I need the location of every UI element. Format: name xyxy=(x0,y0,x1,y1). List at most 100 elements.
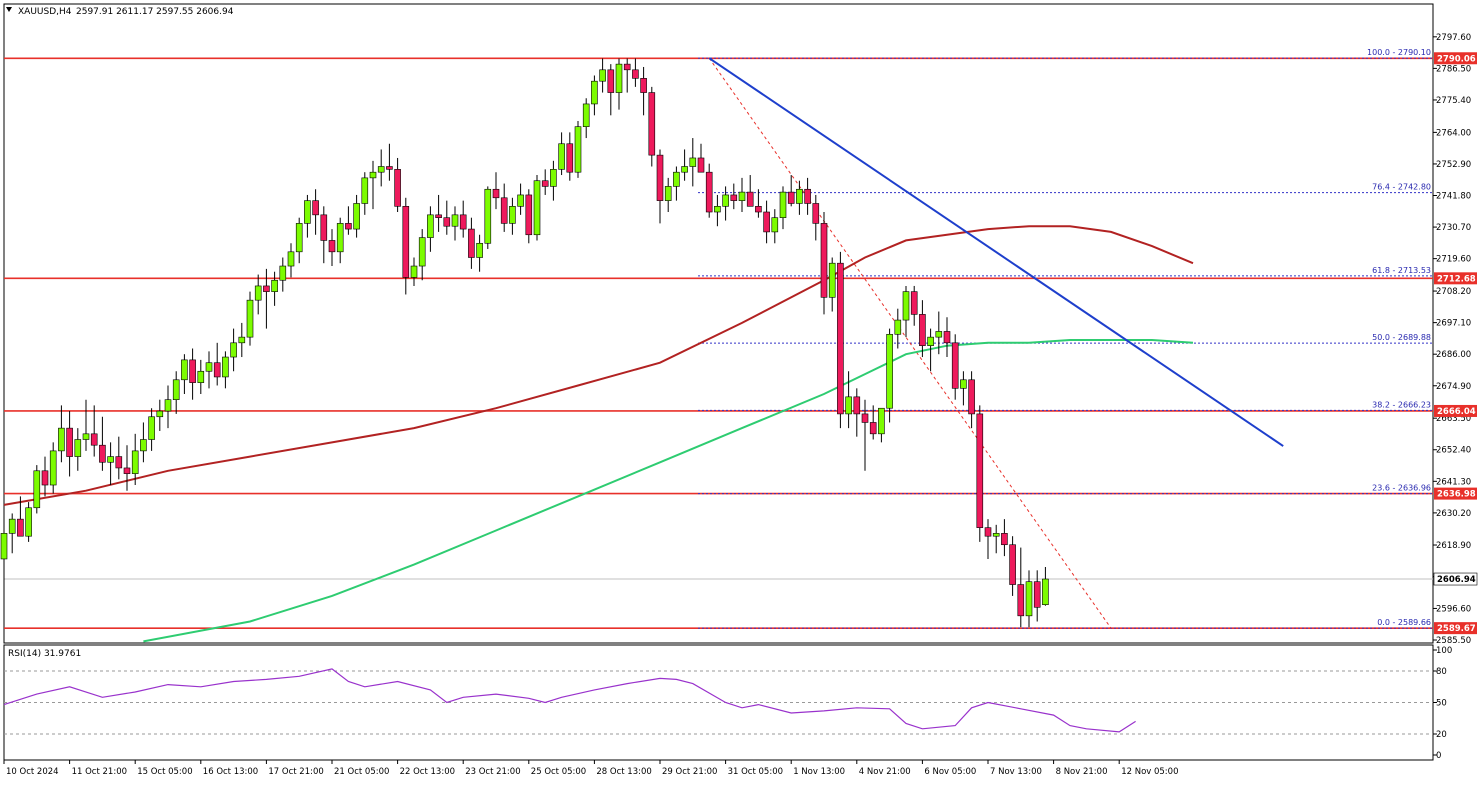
candle-bull xyxy=(131,450,139,474)
candle-bear xyxy=(656,154,664,201)
candle-bull xyxy=(738,191,746,201)
candle-bull xyxy=(558,143,565,170)
time-tick-label: 6 Nov 05:00 xyxy=(924,767,976,777)
candle-bear xyxy=(320,214,328,241)
candle-bear xyxy=(566,143,574,173)
candle-bear xyxy=(910,291,918,315)
time-tick-label: 21 Oct 05:00 xyxy=(334,767,389,777)
time-tick-label: 25 Oct 05:00 xyxy=(531,767,586,777)
time-tick-label: 15 Oct 05:00 xyxy=(137,767,192,777)
candle-bear xyxy=(99,444,106,463)
candle-bull xyxy=(279,265,287,281)
candle-bull xyxy=(517,194,524,207)
candle-bear xyxy=(820,223,828,298)
time-tick-label: 28 Oct 13:00 xyxy=(596,767,651,777)
fib-level-label: 23.6 - 2636.96 xyxy=(1372,484,1431,493)
time-tick-label: 10 Oct 2024 xyxy=(6,767,59,777)
candle-bear xyxy=(804,188,811,204)
candle-bull xyxy=(927,336,934,346)
candle-bull xyxy=(377,166,385,173)
candle-bull xyxy=(369,171,377,179)
candle-bear xyxy=(312,200,319,216)
candles xyxy=(0,58,1049,628)
trendlines[interactable] xyxy=(708,57,1284,447)
candle-bull xyxy=(681,166,688,173)
candle-bear xyxy=(648,92,656,156)
moving-average-slow xyxy=(143,339,1194,643)
time-tick-label: 8 Nov 21:00 xyxy=(1056,767,1108,777)
candle-bull xyxy=(58,427,65,452)
price-tick-label: 2652.40 xyxy=(1436,446,1471,456)
candle-bull xyxy=(254,285,262,301)
price-tick-label: 2596.60 xyxy=(1436,604,1471,614)
price-tick-label: 2618.90 xyxy=(1436,541,1471,551)
price-axis: 2797.60 2786.50 2775.40 2764.00 2752.90 2741.… xyxy=(1433,33,1478,646)
candle-bull xyxy=(181,359,188,381)
price-tick-label: 2775.40 xyxy=(1436,96,1471,106)
candle-bull xyxy=(82,433,90,440)
price-tick-label: 2630.20 xyxy=(1436,509,1471,519)
candle-bull xyxy=(410,265,418,278)
candle-bear xyxy=(730,194,738,201)
candle-bull xyxy=(295,223,303,253)
price-tick-label: 2708.20 xyxy=(1436,287,1471,297)
fib-level-label: 38.2 - 2666.23 xyxy=(1372,400,1431,409)
candle-bull xyxy=(673,171,680,187)
rsi-tick-label: 80 xyxy=(1436,667,1447,677)
candle-bull xyxy=(336,223,344,253)
candle-bear xyxy=(459,214,467,230)
price-tick-label: 2730.70 xyxy=(1436,223,1471,233)
candle-bull xyxy=(172,379,180,400)
candle-bull xyxy=(828,262,836,298)
candle-bull xyxy=(287,251,295,267)
candle-bear xyxy=(787,191,795,204)
candle-bull xyxy=(476,242,483,258)
time-tick-label: 11 Oct 21:00 xyxy=(72,767,127,777)
candle-bear xyxy=(386,166,393,170)
candle-bull xyxy=(845,396,852,415)
candle-bull xyxy=(271,279,278,292)
candle-bear xyxy=(812,203,820,224)
price-tick-label: 2764.00 xyxy=(1436,128,1471,138)
candle-bear xyxy=(345,223,352,230)
candle-bull xyxy=(451,214,459,227)
bearish-trendline[interactable] xyxy=(708,57,1284,447)
candle-bull xyxy=(304,200,311,224)
time-tick-label: 23 Oct 21:00 xyxy=(465,767,520,777)
candle-bear xyxy=(500,197,508,224)
candle-bear xyxy=(492,188,500,199)
candle-bull xyxy=(140,439,147,452)
candle-bear xyxy=(984,527,992,537)
rsi-line xyxy=(3,668,1136,733)
candle-bull xyxy=(992,533,1000,537)
candle-bear xyxy=(1017,584,1025,617)
candle-bull xyxy=(230,342,237,358)
candle-bull xyxy=(902,291,910,321)
price-tick-label: 2686.00 xyxy=(1436,350,1471,360)
moving-averages xyxy=(3,225,1194,643)
moving-average-fast xyxy=(3,225,1194,506)
candle-bear xyxy=(115,456,123,469)
level-price-label: 2666.04 xyxy=(1437,407,1476,417)
candle-bull xyxy=(722,194,729,207)
candle-bull xyxy=(148,416,155,440)
level-price-label: 2790.06 xyxy=(1437,54,1476,64)
ohlc-readout: 2597.91 2611.17 2597.55 2606.94 xyxy=(76,7,234,17)
chart-frames xyxy=(3,3,1434,761)
candle-bear xyxy=(435,214,442,218)
candle-bull xyxy=(1042,578,1049,606)
candle-bull xyxy=(615,63,623,93)
candle-bull xyxy=(427,214,434,238)
fibonacci-retracement: 100.0 - 2790.10 76.4 - 2742.80 61.8 - 2713… xyxy=(698,48,1433,629)
candle-bear xyxy=(41,470,49,486)
level-price-box xyxy=(1434,52,1477,65)
candle-bull xyxy=(664,186,672,201)
candle-bull xyxy=(8,518,16,534)
fib-level-label: 0.0 - 2589.66 xyxy=(1377,618,1431,627)
candle-bear xyxy=(66,427,73,457)
candle-bull xyxy=(582,103,590,127)
candle-bear xyxy=(705,171,713,213)
candle-bull xyxy=(361,177,369,204)
level-price-box xyxy=(1434,622,1477,635)
